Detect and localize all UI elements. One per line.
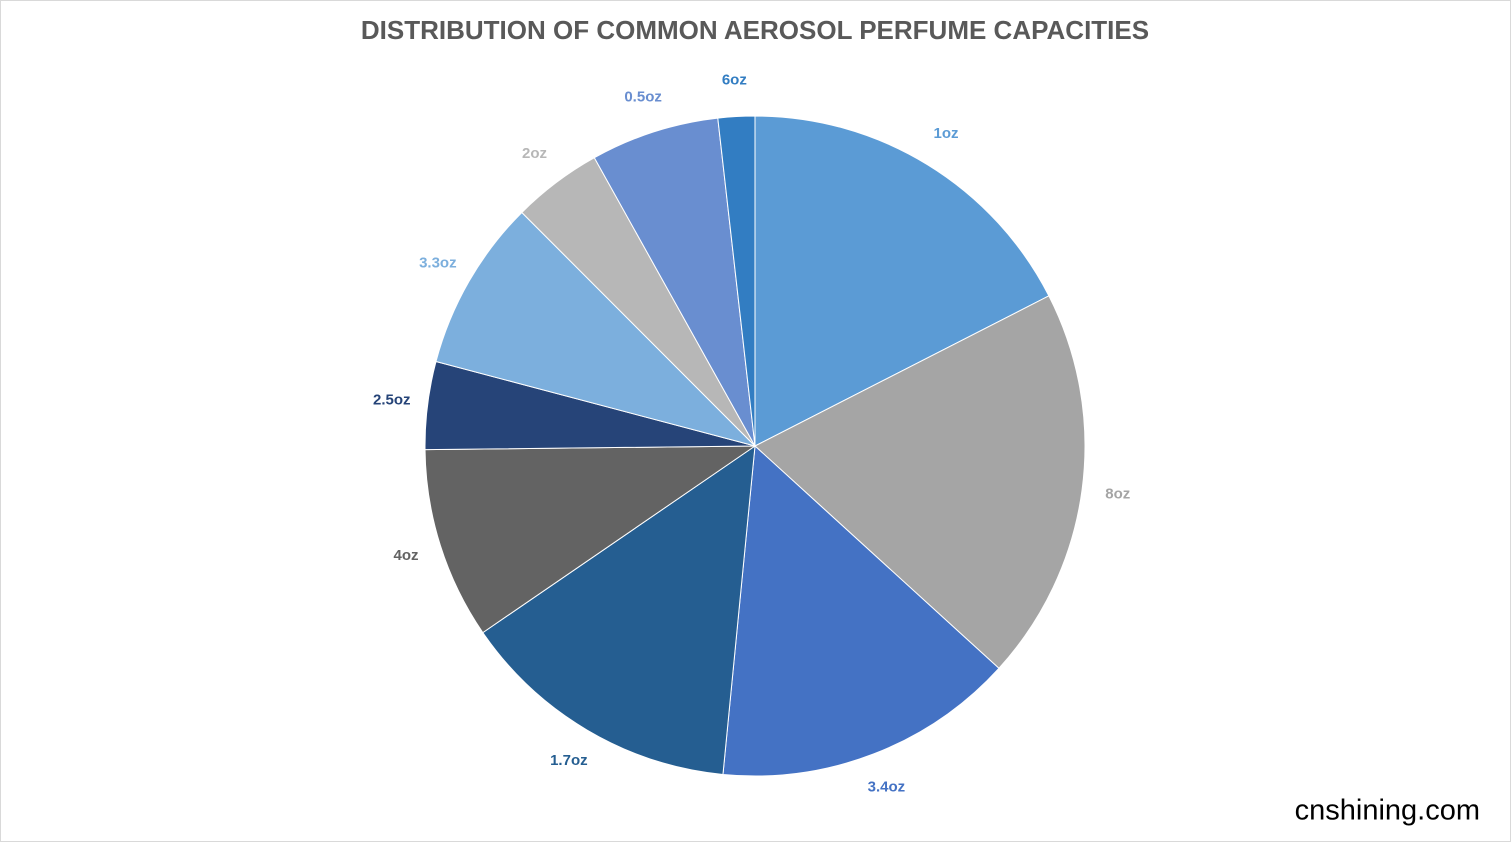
slice-label: 2.5oz (373, 392, 411, 409)
pie-slice (754, 295, 1086, 670)
pie-slice (482, 444, 756, 775)
slice-label: 8oz (1105, 486, 1130, 503)
watermark: cnshining.com (1295, 795, 1480, 827)
slice-label: 1oz (934, 125, 959, 142)
pie-slice (722, 444, 1000, 777)
chart-title: DISTRIBUTION OF COMMON AEROSOL PERFUME C… (361, 15, 1149, 45)
pie-slice (435, 211, 757, 447)
slice-label: 0.5oz (624, 88, 662, 105)
slice-label: 6oz (722, 72, 747, 89)
slice-label: 2oz (522, 145, 547, 162)
slice-label: 1.7oz (550, 752, 588, 769)
pie-slice (424, 445, 757, 634)
pie-slice (754, 115, 1050, 447)
slice-label: 3.3oz (419, 254, 457, 271)
slice-label: 4oz (393, 547, 418, 564)
pie-slice (717, 115, 756, 447)
pie-slice (593, 117, 756, 447)
slice-label: 3.4oz (868, 779, 906, 796)
